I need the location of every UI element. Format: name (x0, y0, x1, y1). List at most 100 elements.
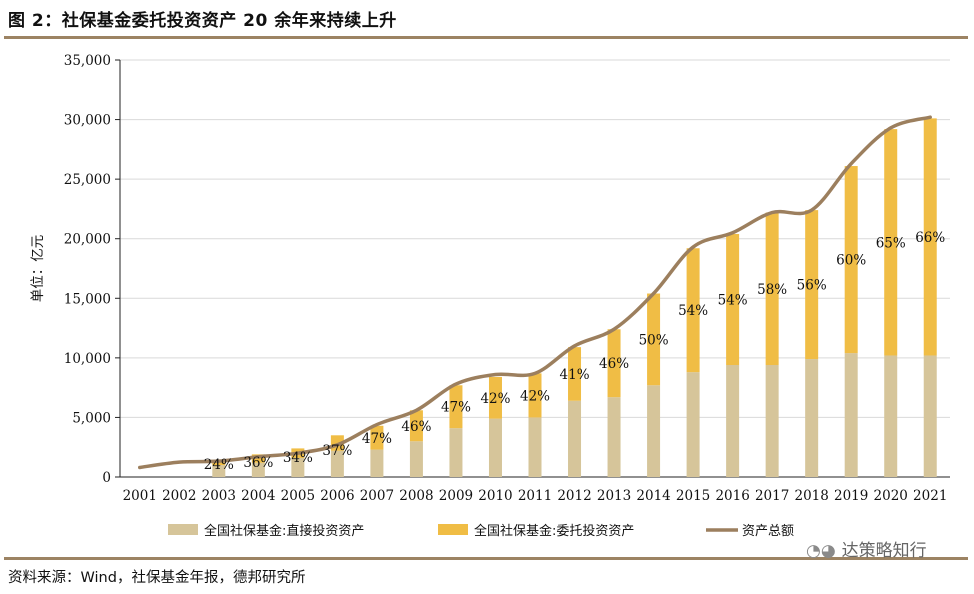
x-tick-label: 2020 (874, 488, 908, 504)
total-assets-line (138, 115, 932, 470)
x-tick-label: 2015 (676, 488, 710, 504)
bar-direct (765, 365, 779, 477)
bar-entrusted (568, 347, 582, 401)
bar-entrusted (212, 461, 226, 466)
source-note: 资料来源：Wind，社保基金年报，德邦研究所 (8, 570, 306, 586)
x-tick-label: 2002 (162, 488, 196, 504)
bar-entrusted (726, 233, 740, 366)
bars (212, 118, 937, 477)
x-tick-label: 2019 (834, 488, 868, 504)
pct-label: 47% (441, 400, 471, 416)
x-tick-label: 2018 (794, 488, 828, 504)
pct-label: 36% (243, 455, 273, 471)
legend-swatch (438, 524, 468, 535)
x-tick-label: 2003 (202, 488, 236, 504)
bar-direct (409, 441, 423, 477)
pct-label: 65% (876, 235, 906, 251)
bar-direct (291, 457, 305, 477)
figure-title: 图 2：社保基金委托投资资产 20 余年来持续上升 (8, 11, 397, 31)
pct-label: 24% (204, 457, 234, 473)
bar-entrusted (647, 293, 661, 386)
y-tick-label: 35,000 (64, 53, 111, 69)
x-tick-label: 2001 (123, 488, 157, 504)
y-tick-label: 15,000 (64, 291, 111, 307)
x-tick-label: 2005 (281, 488, 315, 504)
x-tick-label: 2007 (360, 488, 394, 504)
bar-entrusted (607, 329, 621, 398)
y-tick-label: 10,000 (64, 351, 111, 367)
x-tick-label: 2006 (320, 488, 354, 504)
x-tick-label: 2021 (913, 488, 947, 504)
bar-entrusted (686, 248, 700, 373)
bar-entrusted (923, 118, 937, 356)
pct-label: 46% (599, 356, 629, 372)
bar-entrusted (805, 210, 819, 360)
y-tick-label: 0 (102, 470, 111, 486)
legend-label: 全国社保基金:委托投资资产 (474, 523, 634, 539)
legend: 全国社保基金:直接投资资产 全国社保基金:委托投资资产 资产总额 (168, 523, 794, 539)
gridlines (120, 59, 950, 418)
x-tick-label: 2008 (399, 488, 433, 504)
watermark: ◔◕ 达策略知行 (806, 536, 927, 561)
bar-entrusted (449, 385, 463, 429)
x-tick-label: 2014 (636, 488, 670, 504)
bar-direct (330, 450, 344, 477)
wechat-icon: ◔◕ (806, 541, 836, 561)
x-tick-label: 2016 (715, 488, 749, 504)
bar-direct (607, 397, 621, 477)
bar-direct (647, 385, 661, 477)
data-labels: 24% 36% 34% 37% 47% 46% 47% 42% 42% 41% 46% 50% 54% 5… (204, 230, 946, 473)
pct-label: 47% (362, 431, 392, 447)
bar-direct (212, 465, 226, 477)
y-tick-label: 30,000 (64, 113, 111, 129)
x-tick-label: 2011 (518, 488, 552, 504)
bar-entrusted (251, 454, 265, 463)
x-tick-label: 2017 (755, 488, 789, 504)
bar-direct (370, 449, 384, 477)
y-tick-label: 20,000 (64, 232, 111, 248)
pct-label: 58% (757, 282, 787, 298)
pct-label: 66% (915, 230, 945, 246)
bar-entrusted (884, 129, 898, 356)
pct-label: 60% (836, 253, 866, 269)
bar-direct (884, 355, 898, 477)
bottom-rule (4, 557, 968, 560)
total-line (138, 115, 932, 470)
legend-label: 资产总额 (742, 524, 794, 539)
bar-entrusted (409, 410, 423, 442)
bar-entrusted (488, 376, 502, 419)
x-tick-label: 2012 (557, 488, 591, 504)
legend-swatch (168, 524, 198, 535)
bar-entrusted (765, 212, 779, 366)
x-tick-label: 2010 (478, 488, 512, 504)
bar-entrusted (844, 166, 858, 354)
pct-label: 34% (283, 450, 313, 466)
bar-direct (568, 400, 582, 477)
pct-label: 56% (797, 278, 827, 294)
y-tick-label: 5,000 (72, 410, 111, 426)
bar-direct (726, 365, 740, 477)
pct-label: 54% (718, 292, 748, 308)
watermark-text: 达策略知行 (841, 541, 927, 561)
bar-direct (488, 418, 502, 477)
y-tick-label: 25,000 (64, 172, 111, 188)
bar-direct (805, 359, 819, 477)
pct-label: 42% (480, 391, 510, 407)
bar-entrusted (370, 425, 384, 450)
pct-label: 54% (678, 303, 708, 319)
pct-label: 46% (401, 419, 431, 435)
bar-direct (844, 353, 858, 477)
legend-label: 全国社保基金:直接投资资产 (204, 523, 364, 539)
pct-label: 50% (639, 332, 669, 348)
top-rule (4, 36, 968, 39)
bar-direct (923, 355, 937, 477)
bar-entrusted (528, 373, 542, 418)
x-tick-label: 2013 (597, 488, 631, 504)
pct-label: 42% (520, 388, 550, 404)
pct-label: 37% (322, 443, 352, 459)
x-tick-label: 2009 (439, 488, 473, 504)
x-tick-label: 2004 (241, 488, 275, 504)
y-axis-label: 单位：亿元 (30, 235, 46, 303)
bar-direct (528, 417, 542, 477)
